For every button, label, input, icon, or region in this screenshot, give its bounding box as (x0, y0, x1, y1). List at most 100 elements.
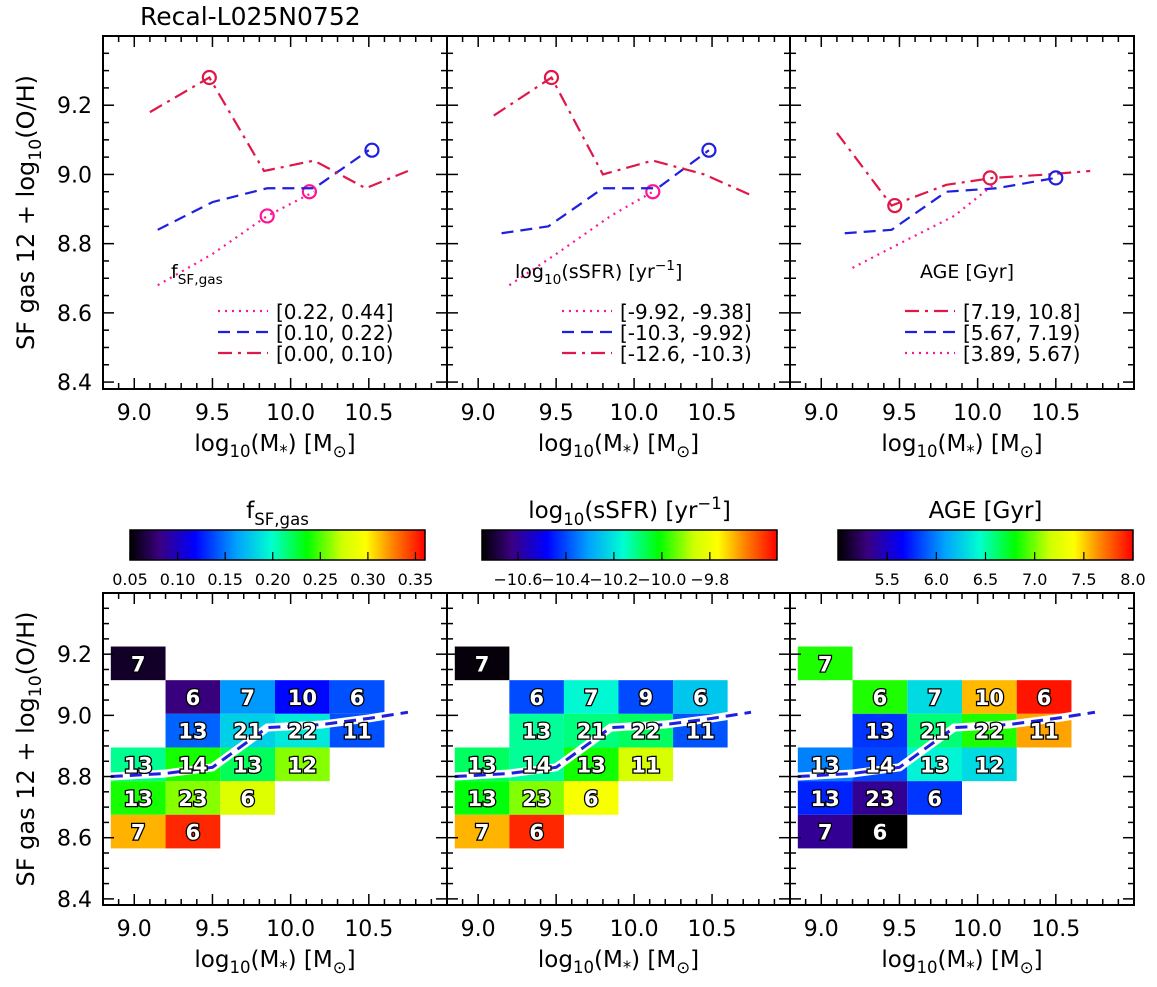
label-part: (M (938, 431, 967, 457)
heatmap-cell (220, 781, 275, 815)
heatmap-cell (110, 781, 166, 815)
label-part: SF gas 12 + log (12, 161, 40, 350)
subscript: SF,gas (178, 272, 223, 288)
x-axis-label: log10(M*) [M⊙] (881, 431, 1042, 461)
cell-count-label: 9 (638, 686, 653, 710)
marker-circle (301, 184, 317, 200)
label-part: ] (722, 498, 731, 524)
subscript: ⊙ (676, 442, 690, 461)
legend-title: fSF,gas (171, 261, 223, 288)
legend-entry: [5.67, 7.19) (963, 321, 1080, 345)
legend-title: log10(sSFR) [yr−1] (515, 258, 682, 288)
cell-count-label: 7 (927, 686, 942, 710)
legend-title: AGE [Gyr] (920, 261, 1014, 283)
legend-entry: [3.89, 5.67) (963, 342, 1080, 366)
series-line (493, 75, 752, 197)
subscript: ⊙ (333, 442, 347, 461)
heatmap-cell (454, 646, 510, 681)
x-tick-label: 10.5 (1031, 917, 1080, 942)
colorbar-tick-label: 0.15 (207, 570, 243, 589)
y-tick-label: 8.4 (57, 888, 92, 913)
label-part: (sSFR) [yr (584, 498, 698, 524)
heatmap-panel-2: 7 6 7 10 6 13 21 22 11 13 14 13 12 13 23 6 7 6 (797, 646, 1096, 849)
heatmap-cell (509, 680, 564, 714)
cell-count-label: 7 (818, 652, 833, 676)
heatmap-cell (563, 680, 619, 714)
heatmap-cell (797, 814, 853, 849)
label-part: (M (251, 947, 280, 973)
heatmap-cell (165, 680, 221, 714)
figure-title: Recal-L025N0752 (140, 2, 361, 31)
x-tick-label: 9.5 (539, 917, 574, 942)
heatmap-cell (962, 680, 1017, 714)
label-part: (M (594, 431, 623, 457)
colorbar-tick-label: −9.8 (690, 570, 729, 589)
colorbar-gradient (129, 529, 426, 561)
cell-count-label: 22 (288, 720, 317, 744)
heatmap-cell (275, 747, 330, 782)
cell-count-label: 7 (584, 686, 599, 710)
label-part: (O/H) (12, 612, 40, 676)
label-part: (M (594, 947, 623, 973)
x-tick-label: 9.5 (882, 401, 917, 426)
marker-circle (364, 142, 380, 158)
x-tick-label: 10.0 (610, 401, 659, 426)
series-line (852, 183, 994, 269)
top-panel-2-axes: 9.0 9.5 10.0 10.5 log10(M*) [M⊙] AGE [Gyr] [7.… (789, 35, 1135, 461)
colorbar-tick-label: −10.2 (589, 570, 638, 589)
subscript: 10 (563, 510, 584, 529)
x-tick-label: 9.0 (804, 917, 839, 942)
x-tick-label: 9.0 (804, 401, 839, 426)
label-part: ) [M (288, 947, 333, 973)
label-part: f (246, 498, 255, 524)
label-part: log (881, 431, 916, 457)
cell-count-label: 12 (288, 753, 317, 777)
subscript: * (623, 958, 631, 977)
x-tick-label: 10.0 (953, 917, 1002, 942)
cell-count-label: 6 (529, 821, 544, 845)
cell-count-label: 13 (811, 787, 840, 811)
label-part: ) [M (288, 431, 333, 457)
panel-frame (789, 35, 1135, 390)
cell-count-label: 13 (233, 753, 262, 777)
label-part: log (515, 261, 544, 283)
x-tick-label: 9.0 (461, 917, 496, 942)
colorbar-1: −10.6−10.4−10.2−10.0 −9.8 log10(sSFR) [yr−… (481, 494, 778, 589)
colorbar-gradient (481, 529, 778, 561)
marker-circle (201, 69, 217, 86)
cell-count-label: 13 (467, 753, 496, 777)
cell-count-label: 6 (693, 686, 708, 710)
cell-count-label: 22 (975, 720, 1004, 744)
y-tick-label: 9.0 (57, 163, 92, 188)
x-tick-label: 9.0 (461, 401, 496, 426)
cell-count-label: 11 (1029, 720, 1058, 744)
x-tick-label: 10.5 (688, 917, 737, 942)
label-part: (sSFR) [yr (561, 261, 655, 283)
legend-entry: [-12.6, -10.3) (620, 342, 752, 366)
cell-count-label: 11 (342, 720, 371, 744)
colorbar-label: AGE [Gyr] (929, 498, 1043, 524)
colorbar-tick-label: 0.25 (303, 570, 339, 589)
subscript: * (279, 958, 287, 977)
x-tick-label: 9.0 (117, 917, 152, 942)
subscript: 10 (544, 272, 561, 288)
heatmap-cell (165, 781, 221, 815)
cell-count-label: 13 (577, 753, 606, 777)
colorbar-tick-label: 6.0 (924, 570, 949, 589)
legend-entry: [7.19, 10.8] (963, 300, 1080, 324)
subscript: 10 (229, 442, 250, 461)
subscript: 10 (916, 958, 937, 977)
label-part: ] (1034, 947, 1043, 973)
colorbar-label: fSF,gas (246, 498, 309, 529)
cell-count-label: 21 (920, 720, 949, 744)
heatmap-cell (797, 646, 853, 681)
colorbar-tick-label: 7.5 (1071, 570, 1096, 589)
label-part: (M (938, 947, 967, 973)
cell-count-label: 13 (920, 753, 949, 777)
cell-count-label: 6 (873, 821, 888, 845)
median-line (110, 710, 409, 779)
colorbar-tick-label: −10.4 (541, 570, 590, 589)
x-tick-label: 10.5 (344, 401, 393, 426)
subscript: 10 (26, 139, 46, 161)
